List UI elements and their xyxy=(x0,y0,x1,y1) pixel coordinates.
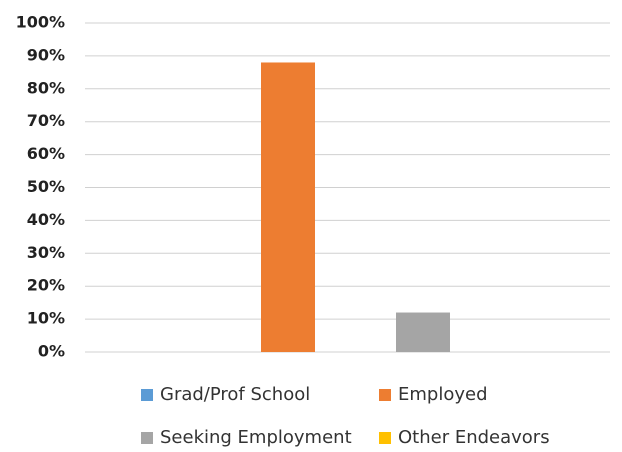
legend-swatch xyxy=(379,432,391,444)
legend-swatch xyxy=(141,432,153,444)
y-tick-label: 60% xyxy=(27,144,65,163)
y-tick-label: 80% xyxy=(27,78,65,97)
bar xyxy=(396,312,450,352)
legend-label: Grad/Prof School xyxy=(160,384,310,405)
legend-swatch xyxy=(141,389,153,401)
y-tick-label: 10% xyxy=(27,309,65,328)
legend-swatch xyxy=(379,389,391,401)
y-tick-label: 30% xyxy=(27,243,65,262)
legend-label: Other Endeavors xyxy=(398,427,550,448)
y-tick-label: 40% xyxy=(27,210,65,229)
y-tick-label: 70% xyxy=(27,111,65,130)
y-tick-label: 20% xyxy=(27,276,65,295)
y-tick-label: 100% xyxy=(16,13,65,32)
y-tick-label: 50% xyxy=(27,177,65,196)
y-tick-label: 90% xyxy=(27,45,65,64)
bar xyxy=(261,62,315,352)
y-tick-label: 0% xyxy=(38,342,65,361)
legend-label: Employed xyxy=(398,384,488,405)
legend-label: Seeking Employment xyxy=(160,427,352,448)
